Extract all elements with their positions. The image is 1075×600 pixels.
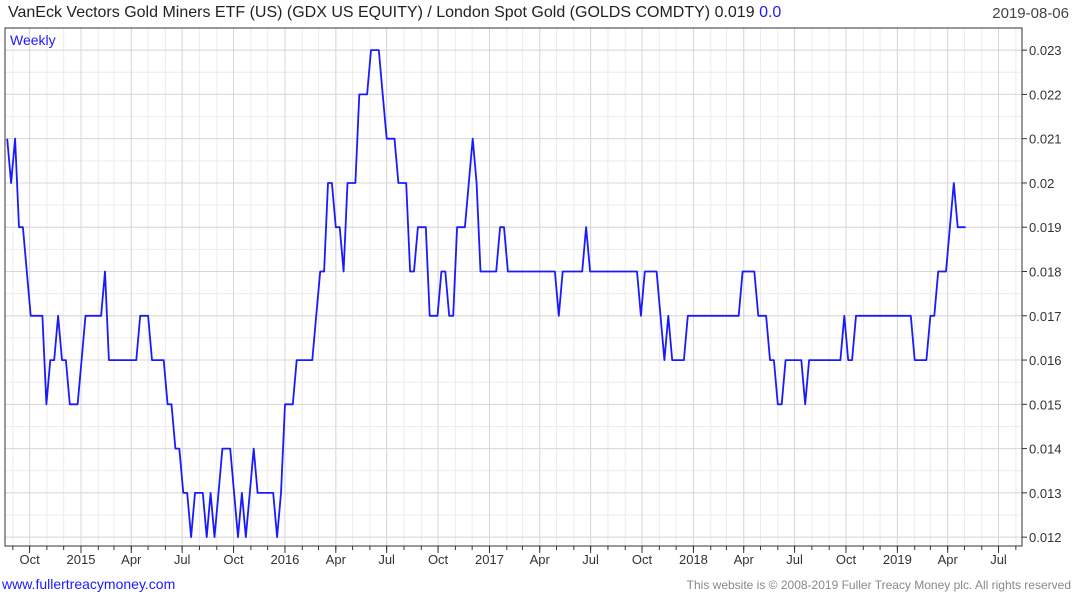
x-tick-label: Oct	[632, 552, 653, 567]
y-tick-label: 0.016	[1029, 353, 1062, 368]
x-tick-label: Jul	[786, 552, 803, 567]
x-tick-label: Oct	[836, 552, 857, 567]
plot-frame	[4, 27, 1023, 547]
x-tick-label: 2018	[679, 552, 708, 567]
x-tick-label: Apr	[326, 552, 347, 567]
website-link[interactable]: www.fullertreacymoney.com	[2, 576, 176, 592]
x-tick-label: Jul	[174, 552, 191, 567]
x-tick-label: 2016	[270, 552, 299, 567]
x-tick-label: Oct	[428, 552, 449, 567]
x-tick-label: Jul	[582, 552, 599, 567]
y-tick-label: 0.015	[1029, 397, 1062, 412]
chart-title: VanEck Vectors Gold Miners ETF (US) (GDX…	[8, 4, 781, 22]
y-tick-label: 0.022	[1029, 87, 1062, 102]
axis-ticks: Oct 2015 Apr Jul Oct 2016 Apr Jul Oct 2017 Apr Jul O…	[12, 43, 1062, 567]
y-tick-label: 0.014	[1029, 442, 1062, 457]
series-line	[6, 49, 966, 538]
x-tick-label: Apr	[734, 552, 755, 567]
x-tick-label: Oct	[223, 552, 244, 567]
legend-label: Weekly	[10, 32, 56, 48]
y-tick-label: 0.019	[1029, 220, 1062, 235]
change-value: 0.0	[759, 4, 782, 21]
x-tick-label: Apr	[938, 552, 959, 567]
x-tick-label: Apr	[121, 552, 142, 567]
y-tick-label: 0.013	[1029, 486, 1062, 501]
x-tick-label: Apr	[530, 552, 551, 567]
x-tick-label: 2015	[67, 552, 96, 567]
chart-date: 2019-08-06	[992, 5, 1069, 22]
title-text: VanEck Vectors Gold Miners ETF (US) (GDX…	[8, 4, 755, 21]
y-tick-label: 0.012	[1029, 530, 1062, 545]
copyright-text: This website is © 2008-2019 Fuller Treac…	[686, 578, 1071, 592]
grid	[5, 28, 1022, 546]
x-tick-label: 2019	[883, 552, 912, 567]
y-tick-label: 0.02	[1029, 176, 1054, 191]
series-group	[6, 49, 966, 538]
y-tick-label: 0.018	[1029, 265, 1062, 280]
y-tick-label: 0.023	[1029, 43, 1062, 58]
y-tick-label: 0.017	[1029, 309, 1062, 324]
x-tick-label: Jul	[990, 552, 1007, 567]
x-tick-label: Jul	[378, 552, 395, 567]
y-tick-label: 0.021	[1029, 132, 1062, 147]
x-tick-label: 2017	[475, 552, 504, 567]
x-tick-label: Oct	[19, 552, 40, 567]
